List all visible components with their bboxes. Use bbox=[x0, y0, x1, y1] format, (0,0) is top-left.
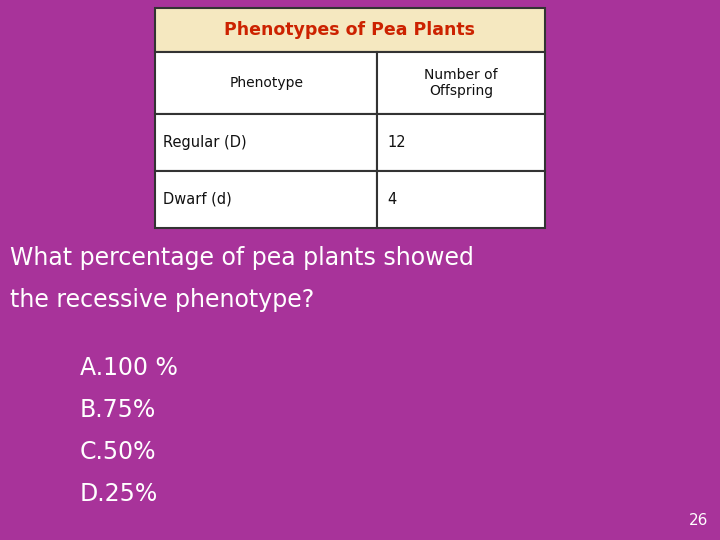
Text: the recessive phenotype?: the recessive phenotype? bbox=[10, 288, 314, 312]
Text: Dwarf (d): Dwarf (d) bbox=[163, 192, 232, 207]
Bar bbox=[377, 52, 545, 113]
Bar bbox=[155, 52, 377, 113]
Bar bbox=[155, 113, 377, 171]
Text: What percentage of pea plants showed: What percentage of pea plants showed bbox=[10, 246, 474, 270]
Text: 12: 12 bbox=[387, 134, 406, 150]
Text: Number of
Offspring: Number of Offspring bbox=[424, 68, 498, 98]
Bar bbox=[155, 171, 377, 228]
Text: Phenotypes of Pea Plants: Phenotypes of Pea Plants bbox=[225, 21, 475, 39]
Text: 26: 26 bbox=[688, 513, 708, 528]
Text: C.50%: C.50% bbox=[80, 440, 156, 464]
Text: Phenotype: Phenotype bbox=[229, 76, 303, 90]
Text: Regular (D): Regular (D) bbox=[163, 134, 247, 150]
Text: 4: 4 bbox=[387, 192, 397, 207]
Text: A.100 %: A.100 % bbox=[80, 356, 178, 380]
Bar bbox=[377, 171, 545, 228]
Text: D.25%: D.25% bbox=[80, 482, 158, 506]
Bar bbox=[155, 8, 545, 52]
Text: B.75%: B.75% bbox=[80, 398, 156, 422]
Bar bbox=[377, 113, 545, 171]
